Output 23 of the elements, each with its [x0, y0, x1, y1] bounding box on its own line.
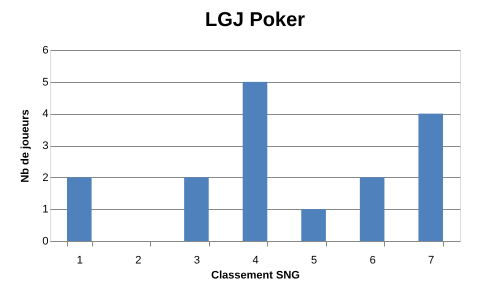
- y-tick-label: 5: [42, 76, 48, 88]
- x-tick-label: 6: [370, 254, 376, 266]
- y-tick-label: 4: [42, 108, 48, 120]
- y-tick-label: 2: [42, 172, 48, 184]
- x-tick-label: 3: [194, 254, 200, 266]
- bar: [242, 82, 268, 241]
- chart-title: LGJ Poker: [204, 9, 306, 31]
- y-tick-label: 1: [42, 204, 48, 216]
- x-tick-label: 1: [76, 254, 83, 266]
- bar: [360, 177, 384, 241]
- bar: [418, 114, 444, 241]
- y-tick-label: 6: [42, 44, 48, 56]
- x-tick-label: 5: [311, 254, 318, 266]
- bar: [301, 209, 326, 241]
- x-axis-title: Classement SNG: [211, 270, 300, 282]
- x-tick-label: 7: [428, 254, 434, 266]
- y-axis-title: Nb de joueurs: [19, 109, 32, 183]
- y-tick-label: 3: [42, 140, 48, 152]
- x-tick-label: 2: [135, 254, 142, 266]
- bar: [184, 177, 209, 241]
- y-tick-label: 0: [42, 236, 48, 248]
- x-tick-label: 4: [252, 254, 259, 266]
- bar: [66, 177, 92, 241]
